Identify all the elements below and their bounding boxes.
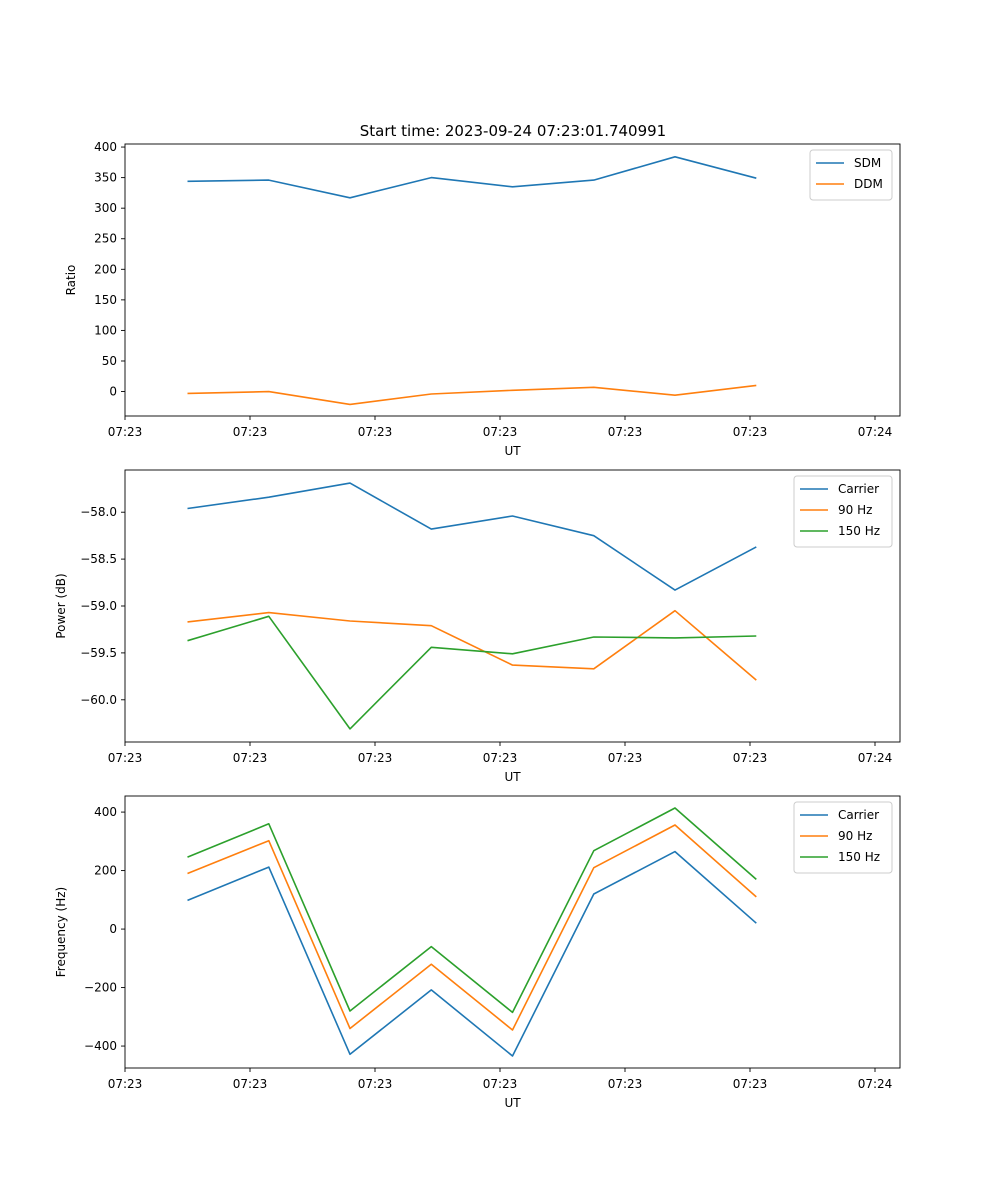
y-tick-label: 100 [94,323,117,337]
axes-frame [124,143,901,417]
x-tick-label: 07:23 [358,751,393,765]
y-tick-label: 400 [94,140,117,154]
legend-label: Carrier [838,482,879,496]
legend-label: Carrier [838,808,879,822]
y-tick-label: 250 [94,232,117,246]
y-tick-label: −59.5 [80,646,117,660]
x-axis-label: UT [504,444,521,458]
y-axis-label: Ratio [64,265,78,296]
x-tick-label: 07:24 [858,751,893,765]
x-tick-label: 07:23 [233,425,268,439]
x-tick-label: 07:23 [733,425,768,439]
y-tick-label: 150 [94,293,117,307]
x-tick-label: 07:23 [608,425,643,439]
series-line-sdm [187,156,757,199]
subplot-1: 07:23 07:23 07:23 07:23 07:23 07:23 07:24 0 50 10… [64,140,901,458]
series-line-carrier [187,482,757,591]
legend-box [793,801,893,874]
y-tick-label: 0 [109,922,117,936]
series-line-150-hz [187,807,757,1014]
x-tick-label: 07:23 [733,751,768,765]
x-axis-label: UT [504,1096,521,1110]
y-tick-label: 50 [102,354,117,368]
x-tick-label: 07:23 [608,1077,643,1091]
y-tick-label: −60.0 [80,693,117,707]
legend-label: 150 Hz [838,524,880,538]
x-tick-label: 07:23 [108,751,143,765]
legend-label: DDM [854,177,883,191]
x-tick-label: 07:23 [483,425,518,439]
x-tick-label: 07:23 [358,1077,393,1091]
x-tick-label: 07:23 [733,1077,768,1091]
subplot-3: 07:23 07:23 07:23 07:23 07:23 07:23 07:24 400 20… [54,795,901,1110]
y-tick-label: 300 [94,201,117,215]
x-tick-label: 07:24 [858,1077,893,1091]
x-axis-label: UT [504,770,521,784]
legend-label: SDM [854,156,881,170]
series-line-carrier [187,850,757,1057]
y-tick-label: −58.5 [80,552,117,566]
y-tick-label: −59.0 [80,599,117,613]
series-line-ddm [187,384,757,406]
legend-label: 150 Hz [838,850,880,864]
subplot-2: 07:23 07:23 07:23 07:23 07:23 07:23 07:24 −58.0… [54,469,901,784]
x-tick-label: 07:23 [108,1077,143,1091]
y-tick-label: −58.0 [80,505,117,519]
axes-frame [124,795,901,1069]
plots: 07:23 07:23 07:23 07:23 07:23 07:23 07:24 0 50 10… [54,140,901,1110]
legend-label: 90 Hz [838,503,872,517]
y-tick-label: 0 [109,385,117,399]
y-tick-label: −400 [84,1039,117,1053]
x-tick-label: 07:24 [858,425,893,439]
legend-box [793,475,893,548]
x-tick-label: 07:23 [233,751,268,765]
y-axis-label: Frequency (Hz) [54,887,68,978]
y-tick-label: 200 [94,262,117,276]
x-tick-label: 07:23 [483,751,518,765]
y-tick-label: 200 [94,864,117,878]
y-tick-label: 350 [94,171,117,185]
x-tick-label: 07:23 [358,425,393,439]
series-line-90-hz [187,609,757,681]
x-tick-label: 07:23 [233,1077,268,1091]
series-line-150-hz [187,615,757,730]
x-tick-label: 07:23 [108,425,143,439]
figure-title: Start time: 2023-09-24 07:23:01.740991 [360,122,666,140]
legend-label: 90 Hz [838,829,872,843]
x-tick-label: 07:23 [483,1077,518,1091]
series-line-90-hz [187,824,757,1031]
x-tick-label: 07:23 [608,751,643,765]
legend: Carrier 90 Hz 150 Hz [793,475,893,548]
legend: Carrier 90 Hz 150 Hz [793,801,893,874]
y-tick-label: −200 [84,981,117,995]
y-axis-label: Power (dB) [54,573,68,638]
legend: SDM DDM [809,149,893,201]
y-tick-label: 400 [94,805,117,819]
